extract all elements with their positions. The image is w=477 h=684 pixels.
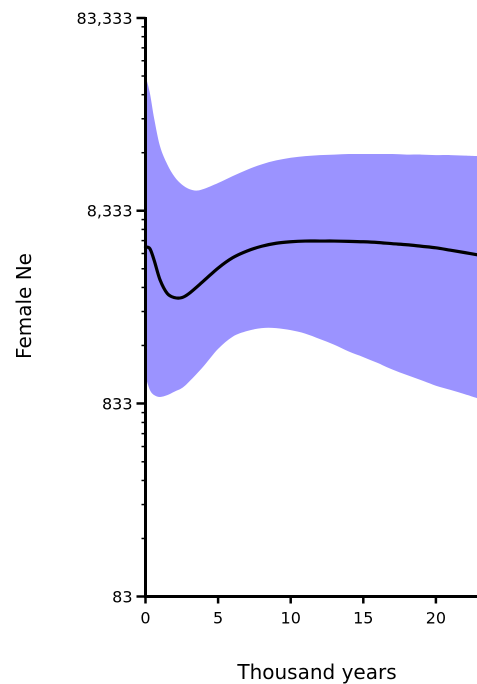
y-axis-title: Female Ne bbox=[12, 253, 36, 359]
x-axis-ticks: 0 5 10 15 20 bbox=[140, 596, 446, 628]
x-tick-label: 0 bbox=[140, 609, 150, 628]
y-axis-ticks: 83 833 8,333 83,333 bbox=[77, 9, 146, 607]
x-tick-label: 20 bbox=[426, 609, 446, 628]
x-tick-label: 15 bbox=[353, 609, 373, 628]
confidence-band bbox=[145, 75, 477, 399]
y-tick-label: 83,333 bbox=[77, 9, 133, 28]
y-tick-label: 83 bbox=[112, 588, 132, 607]
y-tick-label: 8,333 bbox=[87, 202, 133, 221]
x-tick-label: 5 bbox=[213, 609, 223, 628]
median-line bbox=[143, 239, 477, 300]
y-tick-label: 833 bbox=[102, 394, 133, 413]
x-axis-title: Thousand years bbox=[236, 660, 396, 684]
x-tick-label: 10 bbox=[281, 609, 301, 628]
